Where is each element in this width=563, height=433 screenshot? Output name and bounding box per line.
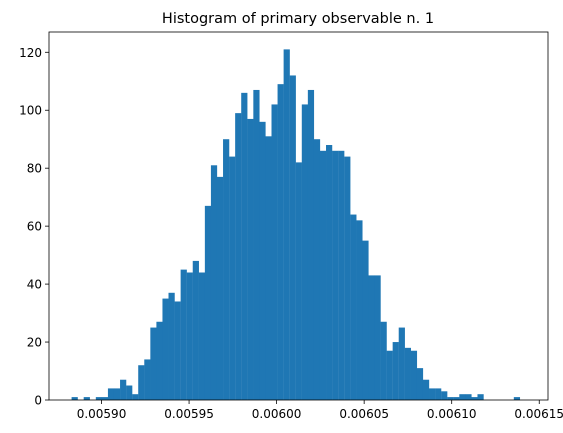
histogram-bar: [368, 275, 375, 400]
histogram-bar: [235, 113, 242, 400]
y-axis-ticks: 0 20 40 60 80 100 120: [19, 46, 49, 408]
histogram-bar: [259, 121, 266, 400]
histogram-bar: [410, 350, 418, 400]
y-tick-label: 0: [34, 394, 42, 408]
x-tick-label: 0.00595: [164, 407, 214, 421]
axes-group: [48, 31, 549, 401]
x-axis-ticks: 0.00590 0.00595 0.00600 0.00605 0.00610 0.006…: [77, 400, 563, 421]
histogram-bar: [162, 298, 169, 400]
histogram-bar: [429, 388, 436, 400]
histogram-bar: [241, 92, 248, 400]
x-tick-label: 0.00600: [252, 407, 302, 421]
histogram-bar: [374, 275, 381, 400]
histogram-bar: [398, 327, 405, 400]
histogram-bar: [447, 397, 454, 400]
histogram-bar: [295, 162, 302, 400]
histogram-bar: [386, 350, 393, 400]
histogram-bar: [453, 397, 460, 400]
y-tick-label: 120: [19, 46, 42, 60]
chart-title: Histogram of primary observable n. 1: [162, 11, 434, 27]
histogram-bar: [186, 272, 193, 400]
histogram-bar: [223, 139, 230, 400]
histogram-bar: [289, 75, 296, 401]
histogram-bar: [210, 165, 218, 400]
x-tick-label: 0.00615: [514, 407, 563, 421]
histogram-bar: [380, 321, 387, 400]
histogram-bar: [174, 301, 181, 400]
histogram-bar: [362, 240, 369, 400]
histogram-bar: [319, 150, 327, 400]
histogram-bar: [198, 272, 206, 400]
histogram-bar: [138, 365, 145, 400]
histogram-bar: [422, 379, 430, 400]
histogram-bar: [126, 385, 133, 400]
histogram-bar: [356, 220, 363, 400]
histogram-bar: [513, 397, 521, 400]
x-tick-label: 0.00590: [77, 407, 127, 421]
histogram-bar: [459, 394, 466, 400]
histogram-bar: [307, 89, 315, 400]
histogram-bar: [168, 292, 175, 400]
histogram-bar: [338, 150, 345, 400]
histogram-bar: [441, 391, 448, 400]
histogram-bar: [435, 388, 442, 400]
y-tick-label: 80: [27, 162, 42, 176]
histogram-bar: [271, 104, 278, 400]
bars-group: [71, 49, 521, 401]
y-tick-label: 60: [27, 220, 42, 234]
y-tick-label: 40: [27, 278, 42, 292]
histogram-bar: [132, 394, 139, 400]
y-tick-label: 20: [27, 336, 42, 350]
histogram-bar: [95, 397, 103, 400]
histogram-bar: [350, 214, 357, 400]
histogram-bar: [265, 136, 272, 400]
histogram-bar: [113, 388, 121, 400]
histogram-bar: [332, 150, 339, 400]
x-tick-label: 0.00610: [427, 407, 477, 421]
plot-frame: [48, 31, 549, 401]
histogram-bar: [192, 260, 199, 400]
histogram-bar: [253, 89, 260, 400]
histogram-bar: [301, 104, 308, 400]
histogram-bar: [326, 145, 333, 400]
x-tick-label: 0.00605: [339, 407, 389, 421]
histogram-bar: [229, 156, 236, 400]
histogram-bar: [247, 118, 254, 401]
histogram-bar: [465, 394, 472, 400]
histogram-bar: [477, 394, 484, 400]
histogram-bar: [180, 269, 187, 400]
histogram-bar: [83, 397, 90, 400]
histogram-bar: [471, 397, 478, 400]
histogram-bar: [416, 368, 424, 400]
histogram-bar: [277, 84, 284, 400]
histogram-bar: [392, 342, 399, 400]
histogram-bar: [150, 327, 157, 400]
histogram-bar: [71, 397, 78, 400]
histogram-bar: [156, 321, 163, 400]
histogram-bar: [144, 359, 151, 400]
histogram-bar: [107, 388, 115, 400]
histogram-bar: [404, 347, 411, 400]
y-tick-label: 100: [19, 104, 42, 118]
histogram-bar: [120, 379, 127, 400]
histogram-bar: [313, 139, 321, 400]
histogram-bar: [204, 205, 212, 400]
histogram-bar: [101, 397, 109, 400]
histogram-bar: [283, 49, 290, 400]
histogram-bar: [344, 156, 351, 400]
histogram-bar: [216, 176, 224, 400]
